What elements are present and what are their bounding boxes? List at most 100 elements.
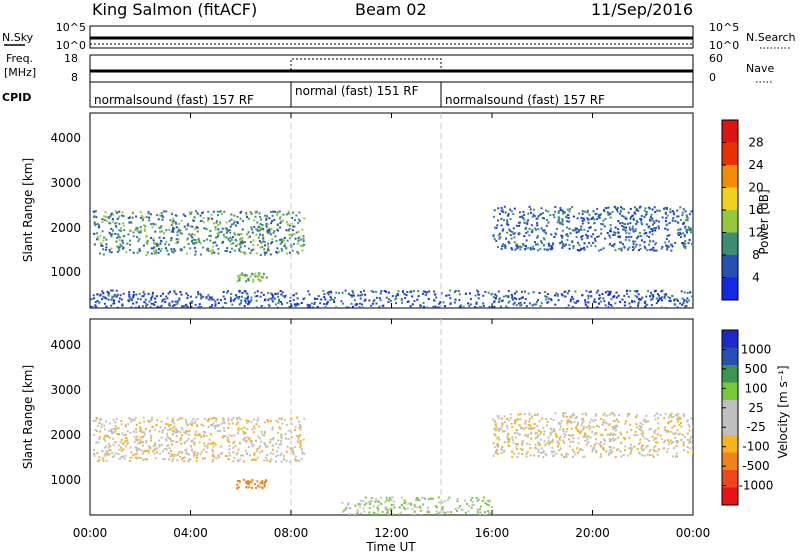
velocity-echo xyxy=(472,503,475,506)
velocity-echo xyxy=(195,456,198,459)
power-echo xyxy=(379,299,382,302)
velocity-echo xyxy=(479,508,481,511)
power-echo xyxy=(230,223,233,226)
velocity-echo xyxy=(170,440,173,443)
power-echo xyxy=(531,229,534,232)
power-echo xyxy=(154,251,157,254)
velocity-echo xyxy=(237,486,240,489)
power-echo xyxy=(113,295,116,298)
velocity-echo xyxy=(141,452,144,455)
velocity-echo xyxy=(483,513,486,515)
power-echo xyxy=(634,228,637,231)
velocity-echo xyxy=(402,506,405,509)
power-echo xyxy=(580,225,583,228)
power-echo xyxy=(478,293,481,296)
power-echo xyxy=(631,214,634,217)
power-echo xyxy=(586,305,589,308)
power-echo xyxy=(449,302,452,305)
power-echo xyxy=(688,227,691,230)
freq-panel xyxy=(89,54,694,83)
velocity-echo xyxy=(364,496,367,499)
velocity-echo xyxy=(563,432,566,435)
power-echo xyxy=(259,233,262,236)
velocity-echo xyxy=(638,428,641,430)
velocity-echo xyxy=(193,437,196,440)
power-echo xyxy=(561,246,564,249)
velocity-echo xyxy=(565,454,567,457)
velocity-echo xyxy=(664,412,667,415)
velocity-echo xyxy=(517,452,520,455)
velocity-echo xyxy=(414,513,417,515)
power-echo xyxy=(192,238,195,241)
power-echo xyxy=(164,243,167,246)
power-echo xyxy=(590,244,593,247)
power-echo xyxy=(564,295,567,298)
velocity-echo xyxy=(400,496,403,499)
power-echo xyxy=(266,230,269,233)
velocity-echo xyxy=(638,441,641,444)
power-echo xyxy=(655,297,658,300)
power-echo xyxy=(575,236,578,238)
velocity-echo xyxy=(572,455,575,458)
velocity-echo xyxy=(556,435,558,438)
velocity-echo xyxy=(153,428,156,431)
velocity-echo xyxy=(388,499,391,502)
velocity-echo xyxy=(202,457,205,460)
velocity-echo xyxy=(342,510,344,513)
power-echo xyxy=(233,220,236,222)
power-echo xyxy=(564,290,567,293)
power-echo xyxy=(645,295,648,298)
power-echo xyxy=(293,233,296,236)
velocity-echo xyxy=(614,425,617,428)
velocity-echo xyxy=(686,438,689,441)
power-echo xyxy=(608,234,611,237)
power-echo xyxy=(494,226,496,229)
power-echo xyxy=(175,238,178,241)
velocity-echo xyxy=(154,457,157,459)
velocity-echo xyxy=(641,454,644,457)
power-echo xyxy=(302,237,305,240)
power-echo xyxy=(536,224,539,227)
velocity-echo xyxy=(581,413,584,416)
power-echo xyxy=(178,299,181,302)
power-echo xyxy=(267,299,270,302)
velocity-echo xyxy=(236,487,239,490)
power-echo xyxy=(583,228,586,231)
power-echo xyxy=(460,304,463,307)
velocity-echo xyxy=(589,436,592,439)
power-echo xyxy=(283,245,286,248)
power-echo xyxy=(134,306,137,308)
power-echo xyxy=(255,306,258,308)
velocity-echo xyxy=(558,437,561,439)
power-echo xyxy=(167,292,170,295)
velocity-echo xyxy=(582,427,585,430)
power-echo xyxy=(681,242,684,244)
velocity-echo xyxy=(175,431,178,434)
power-echo xyxy=(530,224,533,227)
power-echo xyxy=(147,292,150,295)
velocity-ylabel: Slant Range [km] xyxy=(21,365,35,469)
power-echo xyxy=(111,295,114,298)
power-echo xyxy=(406,301,409,303)
power-echo xyxy=(497,219,500,222)
power-echo xyxy=(551,246,554,249)
velocity-echo xyxy=(200,423,203,426)
velocity-echo xyxy=(105,450,108,453)
power-echo xyxy=(546,301,549,304)
power-echo xyxy=(495,239,498,242)
power-echo xyxy=(282,219,284,222)
velocity-echo xyxy=(526,442,528,445)
power-echo xyxy=(604,291,607,294)
power-echo xyxy=(167,253,170,256)
power-echo xyxy=(444,305,446,308)
power-echo xyxy=(607,212,610,215)
power-echo xyxy=(686,301,689,304)
power-echo xyxy=(157,245,160,248)
velocity-echo xyxy=(98,456,101,459)
power-echo xyxy=(635,209,638,212)
velocity-echo xyxy=(635,416,638,419)
power-echo xyxy=(561,209,564,212)
power-echo xyxy=(290,304,293,307)
velocity-echo xyxy=(669,414,672,417)
